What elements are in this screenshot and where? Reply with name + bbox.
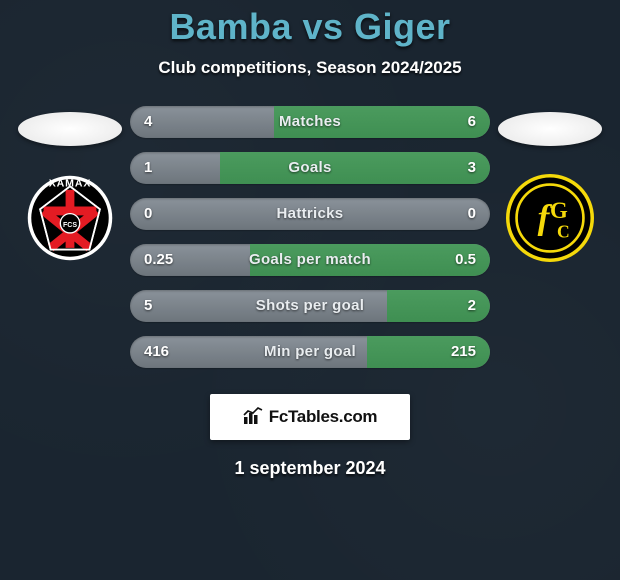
- comparison-card: Bamba vs Giger Club competitions, Season…: [0, 0, 620, 479]
- metric-row: 416 215 Min per goal: [130, 336, 490, 368]
- right-player-portrait: [498, 112, 602, 146]
- metric-right-value: 3: [468, 152, 476, 184]
- svg-text:FCS: FCS: [63, 222, 77, 229]
- left-side: XAMAX FCS: [10, 106, 130, 262]
- metric-left-value: 5: [144, 290, 152, 322]
- brand-badge: FcTables.com: [210, 394, 410, 440]
- metric-left-value: 4: [144, 106, 152, 138]
- subtitle: Club competitions, Season 2024/2025: [0, 58, 620, 78]
- left-team-badge: XAMAX FCS: [26, 174, 114, 262]
- metric-right-value: 0.5: [455, 244, 476, 276]
- metric-left-value: 1: [144, 152, 152, 184]
- metric-right-value: 6: [468, 106, 476, 138]
- metric-left-value: 416: [144, 336, 169, 368]
- metric-label: Hattricks: [277, 198, 344, 230]
- metric-row: 0 0 Hattricks: [130, 198, 490, 230]
- metric-row: 5 2 Shots per goal: [130, 290, 490, 322]
- metric-row: 1 3 Goals: [130, 152, 490, 184]
- metric-right-value: 0: [468, 198, 476, 230]
- metric-row: 0.25 0.5 Goals per match: [130, 244, 490, 276]
- svg-text:XAMAX: XAMAX: [49, 177, 92, 189]
- layout: XAMAX FCS 4 6 Matches 1 3 Goals 0 0 Hattricks 0.2…: [0, 106, 620, 368]
- brand-text: FcTables.com: [269, 407, 378, 427]
- page-title: Bamba vs Giger: [0, 6, 620, 48]
- metric-label: Matches: [279, 106, 341, 138]
- metric-label: Goals per match: [249, 244, 371, 276]
- chart-icon: [243, 407, 263, 428]
- left-player-portrait: [18, 112, 122, 146]
- schaffhausen-badge-icon: f G C: [506, 174, 594, 262]
- metric-label: Shots per goal: [256, 290, 364, 322]
- date-label: 1 september 2024: [0, 458, 620, 479]
- right-team-badge: f G C: [506, 174, 594, 262]
- metric-label: Goals: [288, 152, 331, 184]
- right-side: f G C: [490, 106, 610, 262]
- metric-label: Min per goal: [264, 336, 356, 368]
- metric-right-fill: [220, 152, 490, 184]
- metric-right-value: 215: [451, 336, 476, 368]
- metric-bars: 4 6 Matches 1 3 Goals 0 0 Hattricks 0.25 0.5 Goals …: [130, 106, 490, 368]
- svg-text:G: G: [550, 198, 568, 223]
- metric-left-value: 0.25: [144, 244, 173, 276]
- svg-text:C: C: [557, 221, 570, 241]
- metric-left-value: 0: [144, 198, 152, 230]
- metric-row: 4 6 Matches: [130, 106, 490, 138]
- metric-right-value: 2: [468, 290, 476, 322]
- xamax-badge-icon: XAMAX FCS: [26, 174, 114, 262]
